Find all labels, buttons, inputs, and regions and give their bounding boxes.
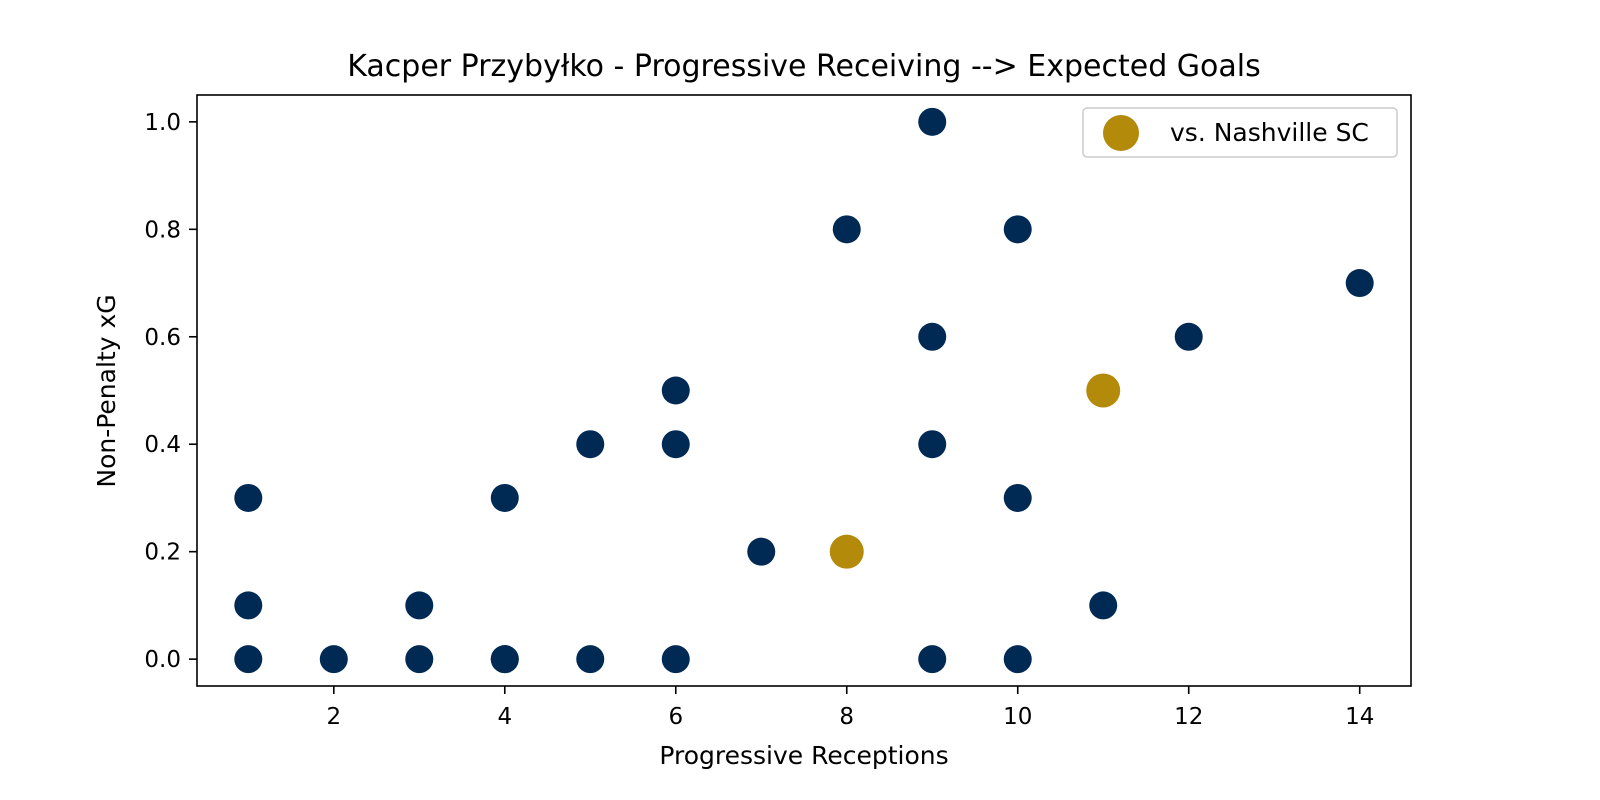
x-tick-label: 2 xyxy=(326,704,341,730)
data-point xyxy=(918,107,947,136)
data-point xyxy=(234,645,263,674)
x-axis-label: Progressive Receptions xyxy=(659,741,948,770)
data-point xyxy=(234,483,263,512)
data-points xyxy=(234,107,1374,674)
y-tick-label: 0.0 xyxy=(144,647,181,673)
y-tick-label: 1.0 xyxy=(144,110,181,136)
data-point xyxy=(319,645,348,674)
data-point xyxy=(405,591,434,620)
data-point xyxy=(576,430,605,459)
data-point xyxy=(747,537,776,566)
legend-marker xyxy=(1103,115,1139,151)
y-tick-label: 0.2 xyxy=(144,540,181,566)
data-point xyxy=(490,483,519,512)
data-point xyxy=(490,645,519,674)
data-point xyxy=(1003,483,1032,512)
plot-frame xyxy=(196,94,1412,687)
plot-area: 2 4 6 8 10 12 14 0.0 0.2 0.4 0.6 0.8 1.0 xyxy=(144,94,1412,730)
y-tick-label: 0.6 xyxy=(144,325,181,351)
x-tick-label: 4 xyxy=(497,704,512,730)
highlight-point xyxy=(1086,373,1121,408)
data-point xyxy=(918,430,947,459)
x-axis: 2 4 6 8 10 12 14 xyxy=(326,686,1374,730)
y-axis: 0.0 0.2 0.4 0.6 0.8 1.0 xyxy=(144,110,197,673)
highlight-point xyxy=(829,534,864,569)
data-point xyxy=(832,215,861,244)
data-point xyxy=(1089,591,1118,620)
data-point xyxy=(661,430,690,459)
chart-title: Kacper Przybyłko - Progressive Receiving… xyxy=(347,49,1260,84)
x-tick-label: 10 xyxy=(1003,704,1032,730)
data-point xyxy=(405,645,434,674)
data-point xyxy=(1174,322,1203,351)
y-tick-label: 0.4 xyxy=(144,432,181,458)
y-axis-label: Non-Penalty xG xyxy=(92,294,121,487)
data-point xyxy=(234,591,263,620)
legend-label: vs. Nashville SC xyxy=(1170,118,1369,147)
data-point xyxy=(918,645,947,674)
x-tick-label: 8 xyxy=(839,704,854,730)
data-point xyxy=(661,376,690,405)
data-point xyxy=(1003,645,1032,674)
data-point xyxy=(918,322,947,351)
x-tick-label: 14 xyxy=(1345,704,1374,730)
data-point xyxy=(1345,269,1374,298)
data-point xyxy=(661,645,690,674)
x-tick-label: 6 xyxy=(668,704,683,730)
y-tick-label: 0.8 xyxy=(144,217,181,243)
data-point xyxy=(1003,215,1032,244)
legend: vs. Nashville SC xyxy=(1082,107,1398,158)
x-tick-label: 12 xyxy=(1174,704,1203,730)
data-point xyxy=(576,645,605,674)
legend-box xyxy=(1082,107,1398,158)
